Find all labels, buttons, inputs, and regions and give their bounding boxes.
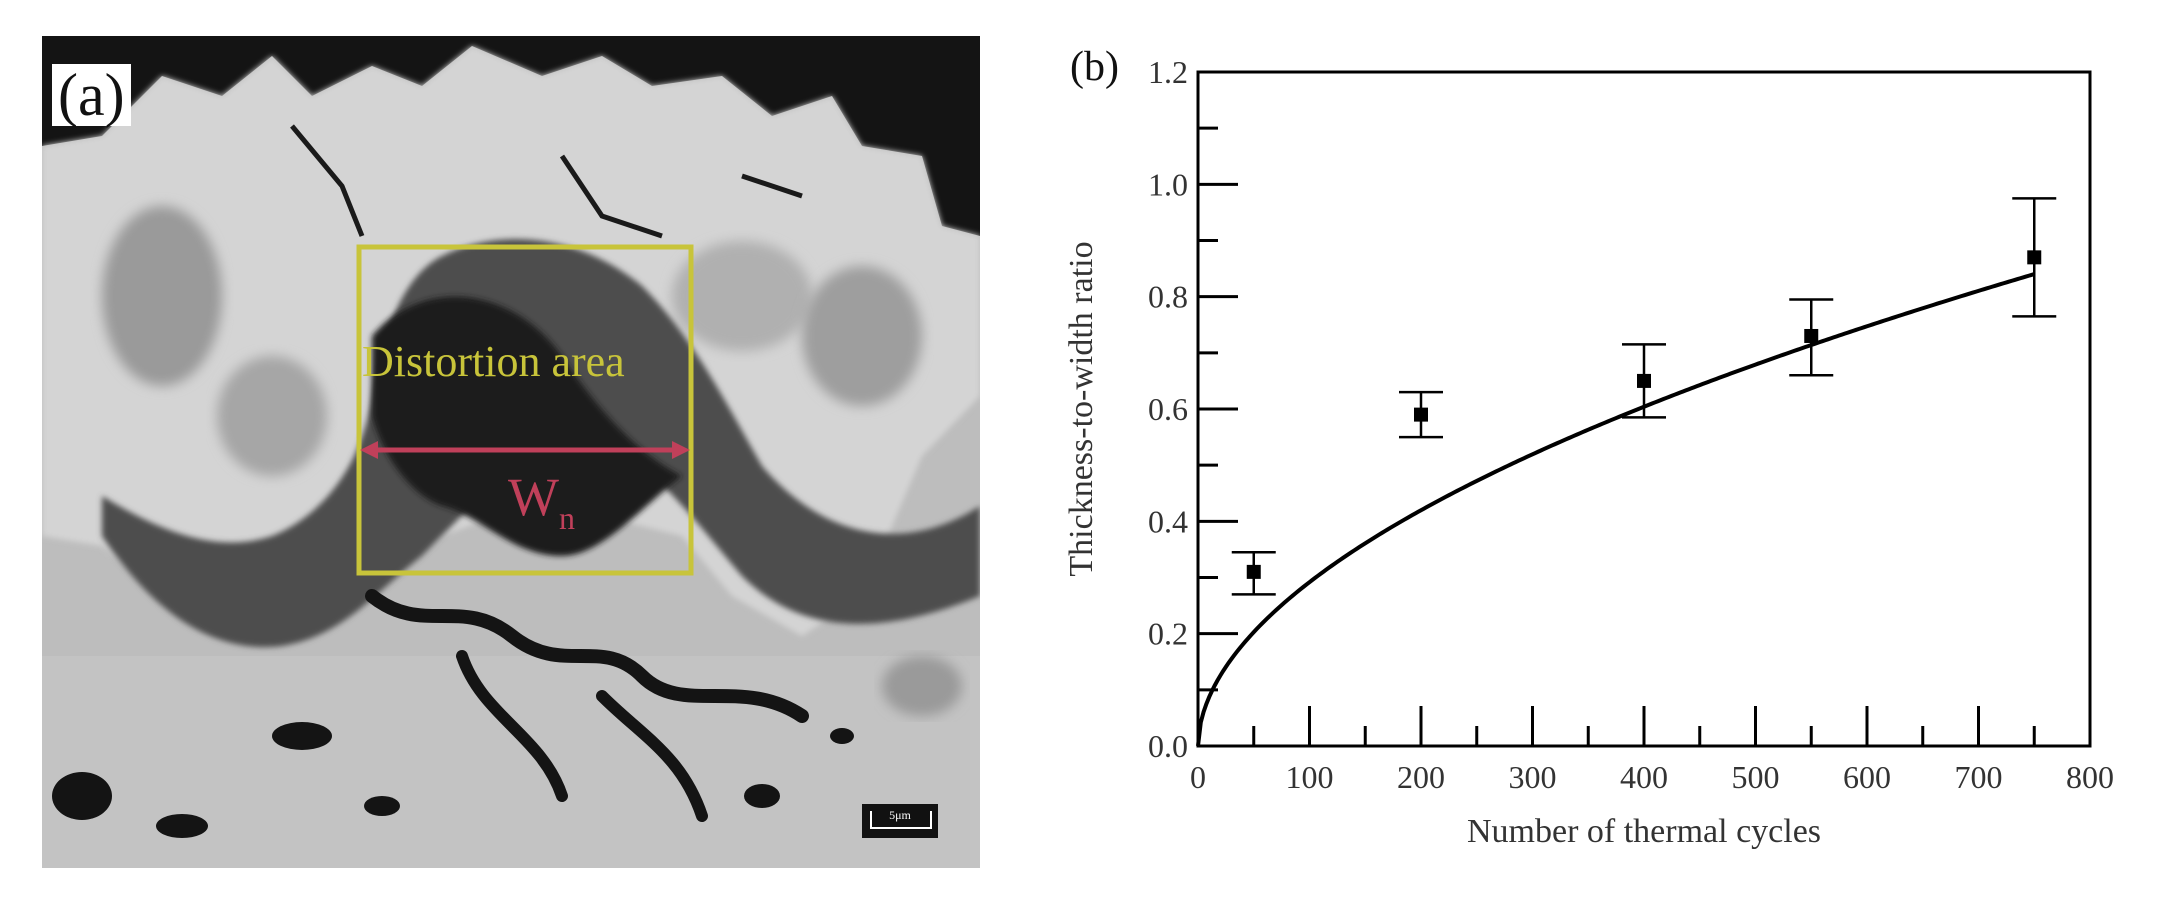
data-point-group <box>2012 197 2057 318</box>
data-point <box>2027 250 2042 265</box>
y-tick-label: 0.8 <box>1148 279 1188 315</box>
scale-bar-label: 5μm <box>889 808 911 822</box>
y-tick-label: 1.2 <box>1148 54 1188 90</box>
x-tick-label: 200 <box>1397 759 1445 795</box>
y-tick-label: 0.0 <box>1148 728 1188 764</box>
y-tick-label: 0.6 <box>1148 391 1188 427</box>
data-point <box>1414 407 1428 422</box>
distortion-area-label: Distortion area <box>362 337 625 386</box>
width-symbol-main: W <box>508 467 559 527</box>
x-tick-label: 400 <box>1620 759 1668 795</box>
sem-micrograph-panel: (a) Distortion area Wn 5μm <box>42 36 980 868</box>
data-point-group <box>1622 343 1666 419</box>
x-tick-label: 0 <box>1190 759 1206 795</box>
chart-panel: 0 100 200 300 400 500 600 700 800 0.0 0.2 0.4 0.6 0.… <box>1050 40 2150 880</box>
chart-svg: 0 100 200 300 400 500 600 700 800 0.0 0.2 0.4 0.6 0.… <box>1063 44 2114 850</box>
distortion-area-box <box>356 244 694 576</box>
data-point-group <box>1789 298 1834 377</box>
x-tick-label: 100 <box>1286 759 1334 795</box>
y-tick-label: 0.4 <box>1148 503 1188 539</box>
x-tick-label: 500 <box>1732 759 1780 795</box>
data-point-group <box>1231 550 1276 596</box>
x-tick-label: 700 <box>1955 759 2003 795</box>
panel-a-label: (a) <box>52 64 131 126</box>
scale-bar: 5μm <box>862 804 938 838</box>
data-point-group <box>1399 390 1443 439</box>
y-axis-label: Thickness-to-width ratio <box>1063 241 1100 576</box>
y-tick-label: 0.2 <box>1148 616 1188 652</box>
data-point <box>1804 328 1819 343</box>
x-axis-label: Number of thermal cycles <box>1467 813 1821 850</box>
panel-b-label: (b) <box>1070 44 1119 90</box>
data-point <box>1637 373 1651 388</box>
sem-micrograph-image <box>42 36 980 868</box>
data-point <box>1246 564 1261 579</box>
width-symbol-subscript: n <box>558 500 575 536</box>
y-tick-label: 1.0 <box>1148 166 1188 202</box>
width-symbol: Wn <box>508 466 575 536</box>
x-tick-label: 300 <box>1509 759 1557 795</box>
x-tick-label: 800 <box>2066 759 2114 795</box>
fit-curve <box>1196 272 2035 747</box>
x-tick-label: 600 <box>1843 759 1891 795</box>
